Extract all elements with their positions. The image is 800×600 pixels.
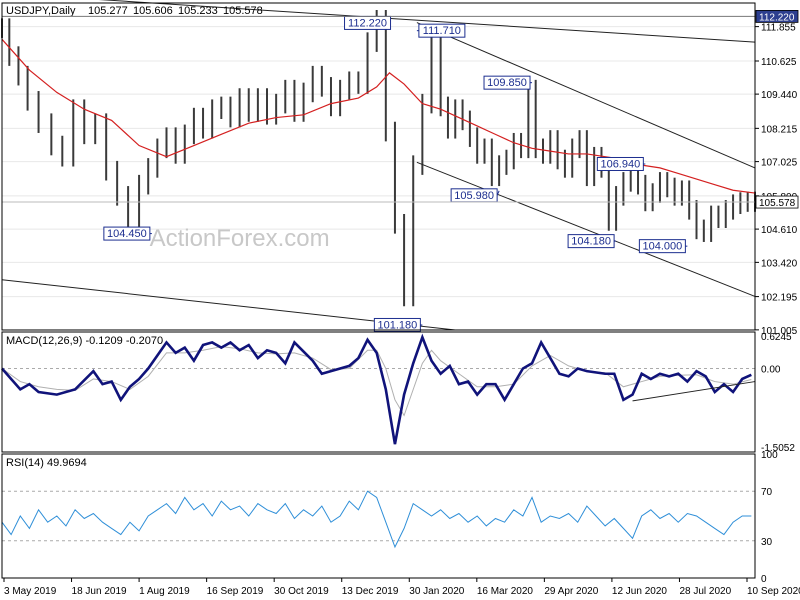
price-tick-label: 104.610 [761, 225, 798, 236]
macd-signal-line [1, 346, 752, 417]
macd-trendline [632, 381, 756, 402]
date-tick-label: 18 Jun 2019 [72, 586, 127, 597]
date-tick-label: 10 Sep 2020 [747, 586, 800, 597]
macd-tick-label: 0.6245 [761, 332, 792, 343]
moving-average-line [1, 38, 756, 194]
annotation-label: 112.220 [348, 17, 387, 29]
rsi-tick-label: 100 [761, 450, 778, 461]
rsi-tick-label: 30 [761, 537, 773, 548]
price-tick-label: 109.440 [761, 90, 798, 101]
date-tick-label: 30 Jan 2020 [409, 586, 464, 597]
price-marker-label: 112.220 [759, 12, 795, 23]
price-tick-label: 103.420 [761, 258, 798, 269]
ohlc-value-3: 105.578 [223, 5, 263, 17]
price-tick-label: 107.025 [761, 158, 798, 169]
macd-panel-frame [1, 331, 756, 453]
macd-title: MACD(12,26,9) -0.1209 -0.2070 [6, 335, 163, 347]
price-tick-label: 111.855 [761, 23, 796, 34]
date-tick-label: 29 Apr 2020 [544, 586, 598, 597]
price-trendline [416, 22, 756, 169]
price-tick-label: 108.215 [761, 124, 798, 135]
price-tick-label: 110.625 [761, 57, 797, 68]
annotation-label: 104.450 [107, 228, 147, 240]
annotation-label: 105.980 [454, 190, 494, 202]
date-tick-label: 3 May 2019 [4, 586, 57, 597]
macd-main-line [1, 333, 752, 445]
annotation-box [418, 23, 466, 38]
price-trendline [416, 161, 756, 297]
date-tick-label: 28 Jul 2020 [679, 586, 731, 597]
annotation-label: 101.180 [377, 319, 417, 331]
macd-tick-label: -1.5052 [761, 443, 795, 454]
price-tick-label: 101.005 [761, 326, 798, 337]
macd-tick-label: 0.00 [761, 365, 781, 376]
symbol-timeframe-label: USDJPY,Daily [6, 5, 76, 17]
date-tick-label: 16 Mar 2020 [477, 586, 534, 597]
rsi-title: RSI(14) 49.9694 [6, 457, 87, 469]
annotation-box [596, 156, 644, 171]
price-panel-frame [1, 2, 756, 331]
ohlc-value-2: 105.233 [178, 5, 218, 17]
annotation-box [373, 317, 421, 332]
price-marker-box [755, 195, 799, 209]
annotation-label: 109.850 [487, 77, 527, 89]
watermark-text: ActionForex.com [150, 225, 330, 252]
ohlc-value-0: 105.277 [88, 5, 128, 17]
date-tick-label: 12 Jun 2020 [612, 586, 667, 597]
date-tick-label: 13 Dec 2019 [342, 586, 399, 597]
annotation-box [483, 75, 531, 90]
annotation-label: 111.710 [423, 25, 461, 37]
date-tick-label: 30 Oct 2019 [274, 586, 329, 597]
price-marker-box [755, 10, 799, 23]
annotation-box [567, 234, 615, 249]
rsi-line [1, 490, 752, 549]
date-tick-label: 1 Aug 2019 [139, 586, 190, 597]
date-tick-label: 16 Sep 2019 [207, 586, 264, 597]
rsi-tick-label: 0 [761, 574, 767, 585]
price-marker-label: 105.578 [759, 198, 796, 209]
price-tick-label: 102.195 [761, 293, 798, 304]
ohlc-value-1: 105.606 [133, 5, 173, 17]
annotation-box [103, 226, 151, 241]
annotation-label: 104.000 [642, 241, 682, 253]
rsi-tick-label: 70 [761, 487, 773, 498]
annotation-label: 106.940 [600, 158, 640, 170]
annotation-box [638, 239, 686, 254]
annotation-label: 104.180 [571, 236, 611, 248]
